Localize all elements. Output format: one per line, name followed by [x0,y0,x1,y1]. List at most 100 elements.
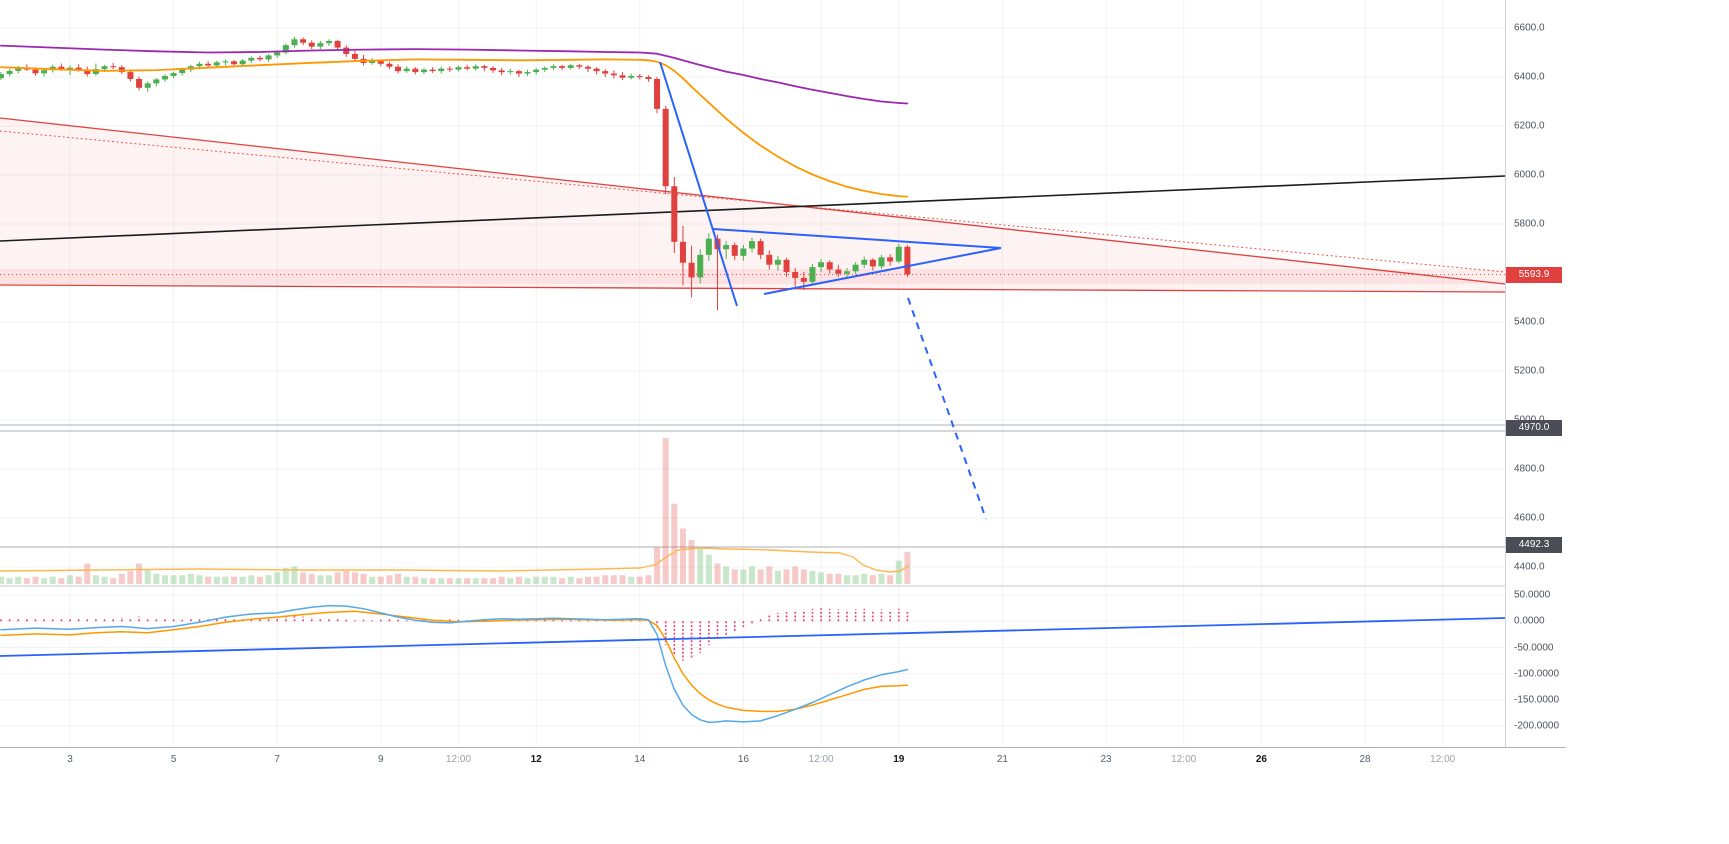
time-axis-label: 26 [1255,754,1267,765]
price-axis-label: 6600.0 [1514,22,1545,34]
candle [412,67,419,75]
candle [524,69,531,77]
blue-pennant-drawing[interactable] [659,61,1002,520]
candle [852,262,859,275]
volume-bar [446,578,453,584]
candle [757,238,764,260]
candle [783,257,790,277]
time-axis-label: 12:00 [1171,754,1197,765]
candle [740,245,747,261]
volume-bar [835,573,842,584]
volume-bar [576,578,583,584]
candle [490,66,497,73]
level-value-upper: 4970.0 [1518,422,1550,433]
volume-bar [662,438,669,584]
candle [731,242,738,261]
volume-bar [205,576,212,584]
candle [679,225,686,286]
volume-bar [161,575,168,584]
volume-bar [654,547,661,584]
volume-bar [92,575,99,584]
purple-ma-line[interactable] [0,44,909,105]
candle [386,61,393,70]
candlestick-series[interactable] [0,36,911,311]
candle [904,245,911,277]
volume-bar [714,563,721,584]
price-axis-label: 4800.0 [1514,463,1545,475]
candle [774,255,781,271]
volume-bar [464,578,471,584]
candle [688,245,695,298]
price-axis-label: 6400.0 [1514,71,1545,83]
volume-bar [869,575,876,584]
volume-bar [308,573,315,584]
volume-bar [481,578,488,584]
candle [395,64,402,74]
volume-bar [584,576,591,584]
candle [205,61,212,68]
level-value-lower: 4492.3 [1518,538,1550,550]
volume-bar [222,576,229,584]
volume-bar [593,576,600,584]
orange-ma-line[interactable] [0,58,909,198]
volume-bar [136,563,143,584]
volume-bar [826,573,833,584]
volume-bar [101,576,108,584]
time-axis-label: 23 [1100,754,1112,765]
oscillator-trendline[interactable] [0,617,1506,657]
price-axis-label: 5400.0 [1514,316,1545,328]
candle [533,67,540,75]
volume-bar [550,576,557,584]
candle [153,77,160,87]
time-axis-label: 12:00 [808,754,834,765]
volume-bar [602,575,609,584]
candle [420,67,427,75]
volume-histogram [0,438,911,584]
candle [222,59,229,66]
last-price-value: 5593.9 [1518,268,1550,280]
price-axis[interactable]: 6600.0 6400.0 6200.0 6000.0 5800.0 5400.0 5200… [1505,0,1566,747]
volume-bar [455,578,462,584]
time-axis-label: 16 [737,754,749,765]
candle [84,66,91,77]
candle [576,63,583,70]
volume-bar [688,540,695,584]
oscillator-fast-line[interactable] [0,604,909,724]
oscillator-axis-label: -200.0000 [1514,720,1560,732]
candle [265,53,272,62]
candle [6,69,13,77]
volume-ma[interactable] [0,547,909,573]
candle [593,67,600,75]
oscillator-slow-line[interactable] [0,610,909,713]
volume-bar [610,575,617,584]
candle [792,268,799,287]
moving-averages[interactable] [0,44,909,198]
volume-bar [645,575,652,584]
candle [861,256,868,269]
volume-bar [723,566,730,584]
oscillator-axis-label: -100.0000 [1514,668,1560,680]
oscillator-lines[interactable] [0,604,909,724]
candle [705,233,712,261]
candle [110,62,117,70]
candle [498,67,505,76]
time-axis-label: 21 [996,754,1008,765]
black-trendline[interactable] [0,175,1506,242]
volume-bar [800,569,807,584]
candle [282,43,289,55]
volume-ma-line[interactable] [0,547,909,573]
price-axis-label: 6000.0 [1514,169,1545,181]
candle [818,259,825,273]
candle [645,75,652,82]
support-level-lines[interactable] [0,424,1505,548]
volume-bar [84,563,91,584]
oscillator-axis-label: 50.0000 [1514,589,1551,601]
volume-bar [559,578,566,584]
volume-bar [369,576,376,584]
volume-bar [507,578,514,584]
descending-wedge-drawing[interactable] [0,117,1506,293]
volume-bar [671,503,678,584]
time-axis[interactable]: 3 5 7 9 12:00 12 14 16 12:00 19 21 23 12:00 26 28 12:00 [0,747,1566,775]
volume-bar [282,567,289,584]
